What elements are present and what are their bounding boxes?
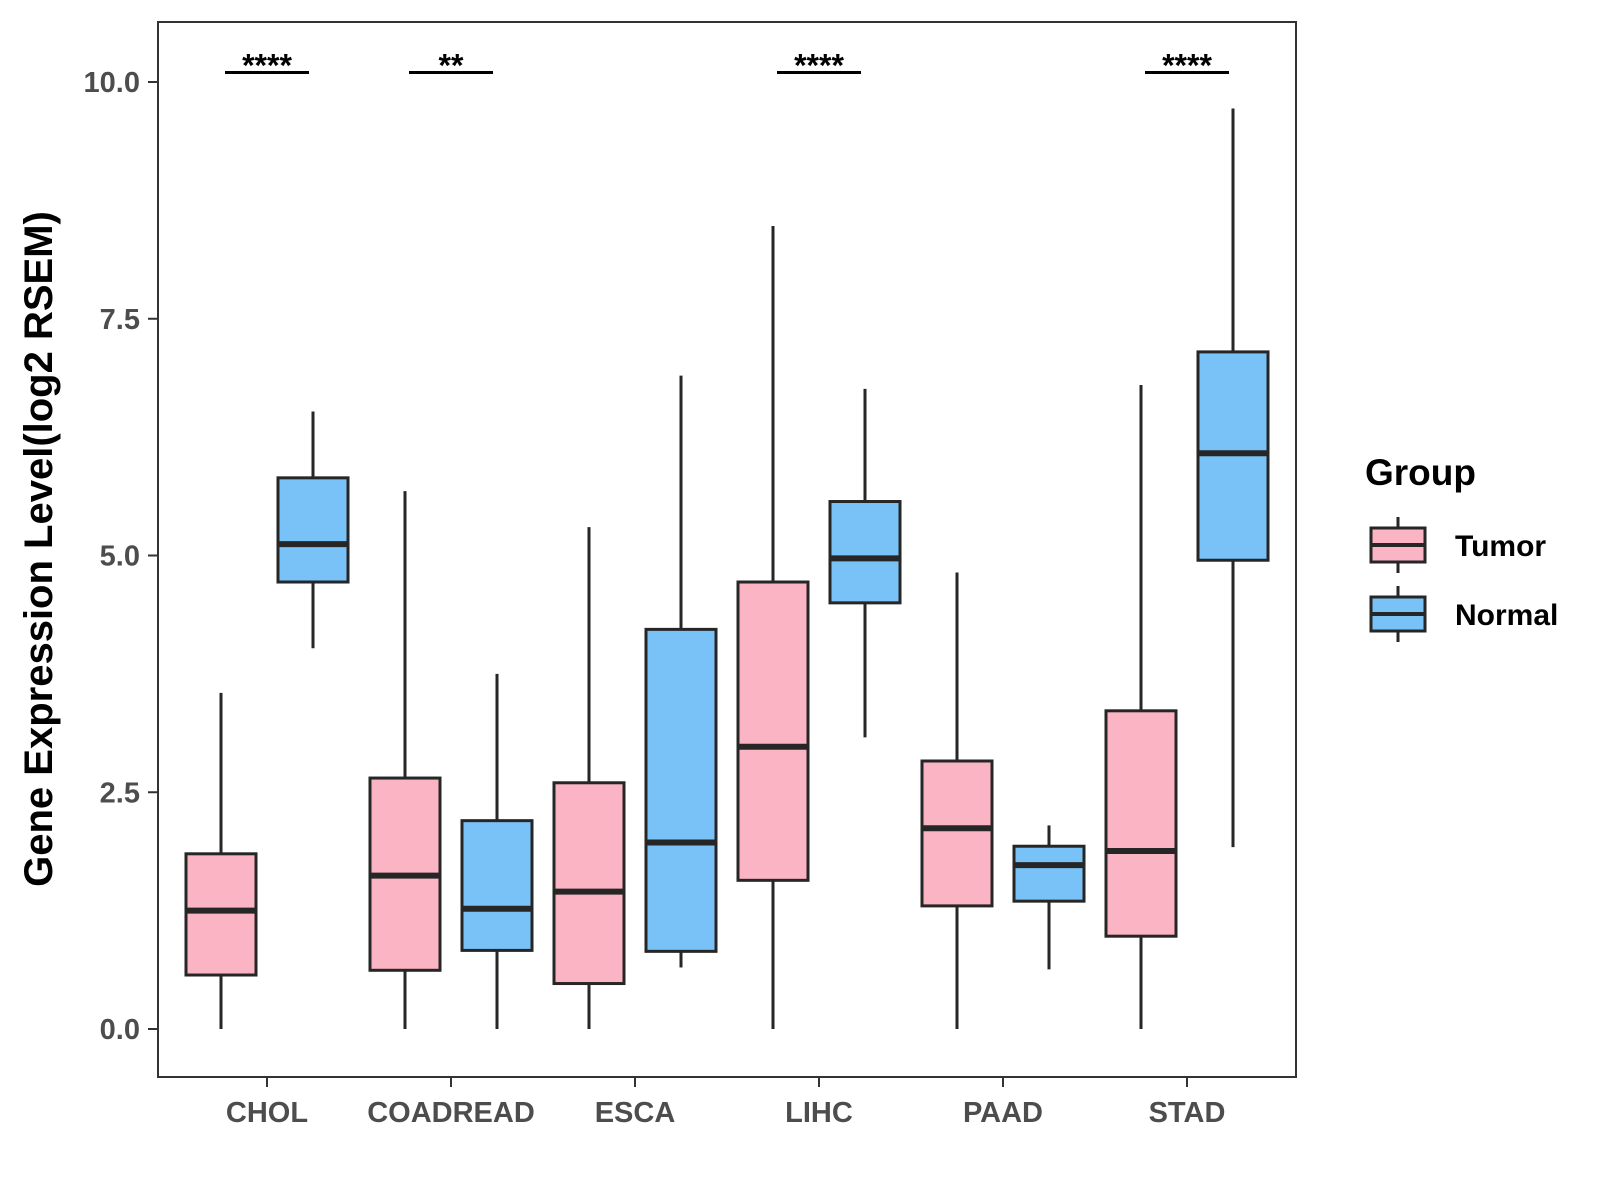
- x-tick-label: CHOL: [226, 1097, 308, 1129]
- legend-entry-tumor: Tumor: [1369, 517, 1546, 573]
- x-tick-label: COADREAD: [367, 1097, 535, 1129]
- significance-label: ****: [242, 48, 292, 84]
- box-normal-lihc: [828, 388, 902, 738]
- significance-annotations: **** ** **** ****: [225, 48, 1229, 84]
- box-body: [644, 627, 718, 953]
- legend-label: Normal: [1455, 599, 1558, 632]
- box-body: [1012, 844, 1086, 903]
- box-body: [920, 759, 994, 908]
- box-body: [552, 781, 626, 986]
- y-tick-label: 10.0: [84, 67, 140, 99]
- significance-label: ****: [1162, 48, 1212, 84]
- x-axis: CHOL COADREAD ESCA LIHC PAAD STAD: [226, 1077, 1225, 1129]
- significance-label: **: [439, 48, 464, 84]
- box-body: [828, 500, 902, 605]
- box-tumor-coadread: [368, 491, 442, 1029]
- legend-label: Tumor: [1455, 530, 1546, 563]
- box-tumor-lihc: [736, 225, 810, 1029]
- significance-coadread: **: [409, 48, 493, 84]
- y-tick-label: 0.0: [100, 1014, 140, 1046]
- box-tumor-esca: [552, 527, 626, 1029]
- box-body: [1104, 709, 1178, 938]
- x-tick-label: STAD: [1149, 1097, 1226, 1129]
- significance-label: ****: [794, 48, 844, 84]
- significance-lihc: ****: [777, 48, 861, 84]
- box-body: [736, 580, 810, 882]
- box-tumor-chol: [184, 692, 258, 1029]
- legend: Group Tumor Normal: [1365, 452, 1558, 642]
- box-normal-stad: [1196, 108, 1270, 848]
- box-tumor-paad: [920, 572, 994, 1029]
- box-tumor-stad: [1104, 385, 1178, 1029]
- y-tick-label: 5.0: [100, 541, 140, 573]
- box-body: [184, 852, 258, 977]
- y-axis-title: Gene Expression Level(log2 RSEM): [17, 211, 61, 887]
- boxes-layer: [184, 108, 1270, 1029]
- box-normal-coadread: [460, 673, 534, 1029]
- box-body: [460, 819, 534, 952]
- legend-title: Group: [1365, 452, 1476, 493]
- legend-entry-normal: Normal: [1369, 586, 1558, 642]
- box-normal-chol: [276, 411, 350, 649]
- box-normal-esca: [644, 375, 718, 968]
- significance-stad: ****: [1145, 48, 1229, 84]
- x-tick-label: LIHC: [785, 1097, 853, 1129]
- significance-chol: ****: [225, 48, 309, 84]
- y-axis: 0.0 2.5 5.0 7.5 10.0: [84, 67, 158, 1046]
- x-tick-label: PAAD: [963, 1097, 1043, 1129]
- x-tick-label: ESCA: [595, 1097, 676, 1129]
- y-tick-label: 2.5: [100, 777, 140, 809]
- box-normal-paad: [1012, 825, 1086, 970]
- box-body: [276, 476, 350, 584]
- y-tick-label: 7.5: [100, 304, 140, 336]
